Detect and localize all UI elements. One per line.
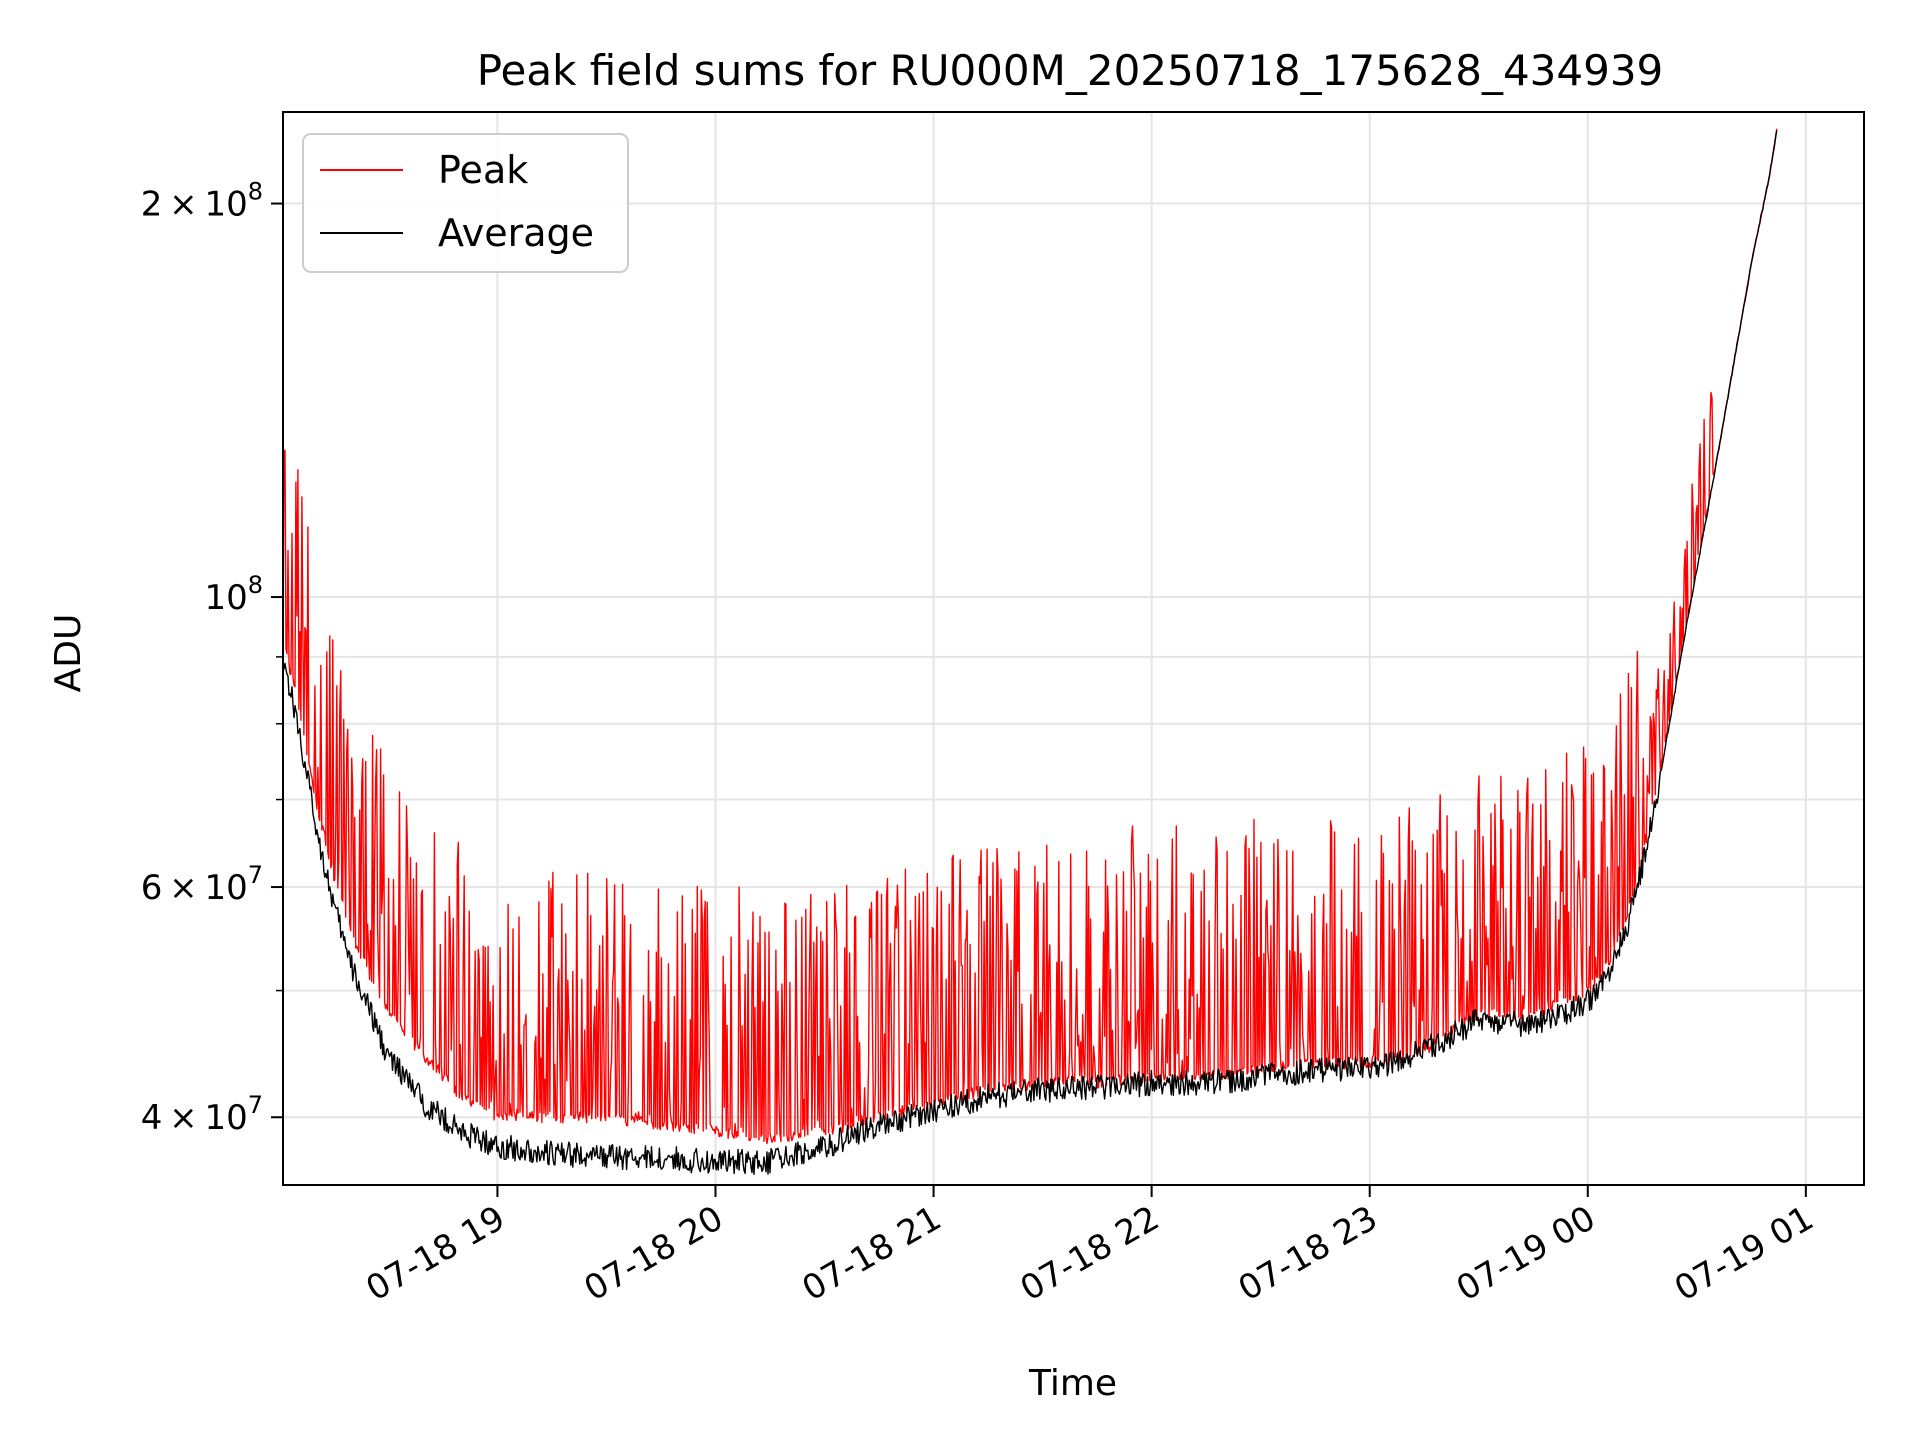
series-layer xyxy=(283,128,1778,1175)
legend: Peak Average xyxy=(302,133,629,273)
x-axis-label: Time xyxy=(1028,1363,1117,1404)
y-tick-exponent: 8 xyxy=(248,178,263,206)
chart-title: Peak field sums for RU000M_20250718_1756… xyxy=(477,46,1664,95)
grid xyxy=(283,112,1864,1185)
y-tick-exponent: 7 xyxy=(248,861,263,889)
y-tick-label: 6 × 107 xyxy=(141,861,263,908)
y-tick-exponent: 8 xyxy=(248,571,263,599)
y-tick-label: 4 × 107 xyxy=(141,1091,263,1138)
y-tick-mantissa: 6 xyxy=(141,868,163,908)
y-tick-exponent: 7 xyxy=(248,1091,263,1119)
series-peak-line xyxy=(283,128,1778,1145)
y-tick-mantissa: 4 xyxy=(141,1098,163,1138)
legend-peak-label: Peak xyxy=(438,148,528,192)
series-average-line xyxy=(283,130,1778,1175)
y-tick-label: 2 × 108 xyxy=(141,178,263,225)
y-tick-mantissa: 2 xyxy=(141,185,163,225)
plot-frame xyxy=(282,111,1865,1186)
legend-box xyxy=(302,133,629,273)
y-axis-label: ADU xyxy=(48,614,89,693)
y-tick-label: 108 xyxy=(204,571,263,618)
legend-average-label: Average xyxy=(438,211,594,255)
y-ticks: 4 × 107 6 × 107 108 2 × 108 xyxy=(141,178,283,1138)
